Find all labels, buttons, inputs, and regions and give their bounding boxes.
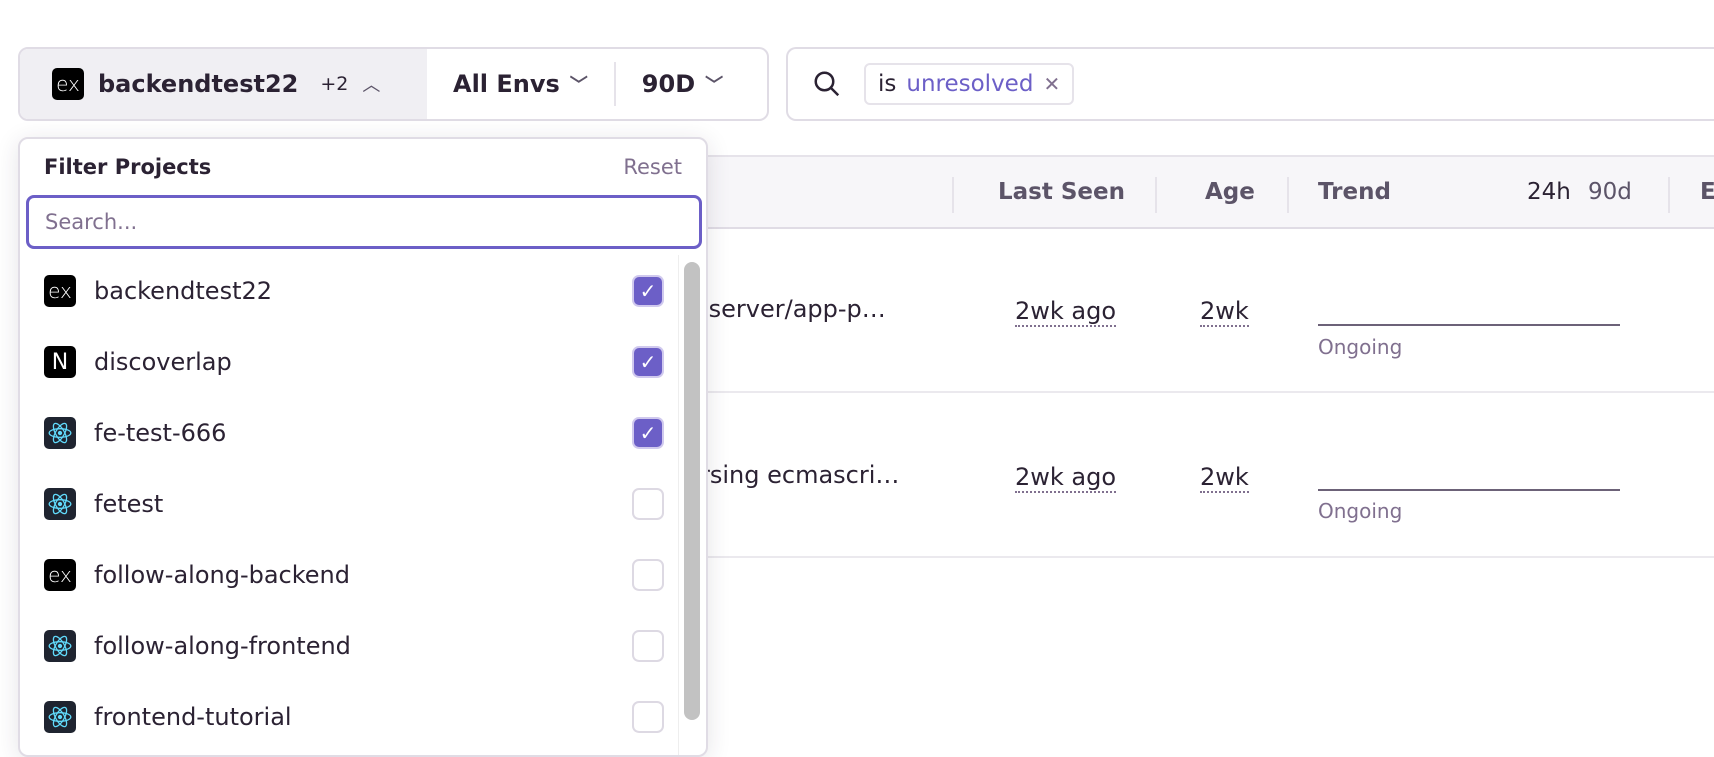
project-name: fe-test-666 bbox=[94, 419, 227, 447]
chevron-down-icon: ﹀ bbox=[569, 75, 588, 96]
last-seen: 2wk ago bbox=[1015, 297, 1117, 327]
trend-90d-toggle[interactable]: 90d bbox=[1588, 179, 1632, 205]
project-option[interactable]: fetest bbox=[44, 474, 664, 534]
period-label: 90D bbox=[641, 70, 696, 98]
header-events: E bbox=[1700, 179, 1714, 205]
last-seen: 2wk ago bbox=[1015, 463, 1117, 493]
scrollbar-track[interactable] bbox=[678, 255, 706, 755]
trend-sparkline bbox=[1318, 324, 1620, 326]
express-icon: ex bbox=[44, 559, 76, 591]
express-icon: ex bbox=[44, 275, 76, 307]
project-name: follow-along-backend bbox=[94, 561, 350, 589]
project-name: fetest bbox=[94, 490, 164, 518]
project-name: discoverlap bbox=[94, 348, 232, 376]
project-search-input[interactable] bbox=[26, 195, 702, 249]
header-age[interactable]: Age bbox=[1205, 179, 1255, 205]
reset-button[interactable]: Reset bbox=[623, 155, 682, 179]
checkbox[interactable]: ✓ bbox=[632, 275, 664, 307]
chevron-up-icon: ︿ bbox=[362, 75, 381, 96]
close-icon[interactable]: ✕ bbox=[1043, 72, 1061, 96]
project-name: frontend-tutorial bbox=[94, 703, 292, 731]
age: 2wk bbox=[1200, 297, 1249, 327]
table-row[interactable]: -server/app-p… 2wk ago 2wk Ongoing bbox=[700, 229, 1714, 393]
nextjs-icon: N bbox=[44, 346, 76, 378]
project-extra-count: +2 bbox=[320, 73, 349, 95]
scrollbar-thumb[interactable] bbox=[684, 262, 700, 720]
project-option[interactable]: ex follow-along-backend bbox=[44, 545, 664, 605]
checkbox[interactable]: ✓ bbox=[632, 417, 664, 449]
header-last-seen[interactable]: Last Seen bbox=[998, 179, 1126, 205]
react-icon bbox=[44, 488, 76, 520]
checkbox[interactable] bbox=[632, 488, 664, 520]
search-token[interactable]: is unresolved ✕ bbox=[864, 63, 1075, 105]
checkbox[interactable] bbox=[632, 559, 664, 591]
header-trend: Trend bbox=[1318, 179, 1391, 205]
trend-sparkline bbox=[1318, 489, 1620, 491]
project-option[interactable]: follow-along-frontend bbox=[44, 616, 664, 676]
table-header: Last Seen Age Trend 24h 90d E bbox=[700, 155, 1714, 229]
project-label: backendtest22 bbox=[98, 70, 299, 98]
trend-24h-toggle[interactable]: 24h bbox=[1527, 179, 1571, 205]
chevron-down-icon: ﹀ bbox=[705, 75, 724, 96]
project-option[interactable]: frontend-tutorial bbox=[44, 687, 664, 747]
search-icon bbox=[814, 71, 840, 97]
react-icon bbox=[44, 417, 76, 449]
issue-title[interactable]: rsing ecmascri… bbox=[700, 461, 900, 489]
project-option[interactable]: fe-test-666 ✓ bbox=[44, 403, 664, 463]
status-label: Ongoing bbox=[1318, 499, 1403, 523]
checkbox[interactable] bbox=[632, 701, 664, 733]
token-key: is bbox=[878, 71, 897, 97]
dropdown-title: Filter Projects bbox=[44, 155, 212, 179]
env-label: All Envs bbox=[453, 70, 560, 98]
environment-selector[interactable]: All Envs ﹀ bbox=[427, 62, 614, 106]
checkbox[interactable] bbox=[632, 630, 664, 662]
status-label: Ongoing bbox=[1318, 335, 1403, 359]
checkbox[interactable]: ✓ bbox=[632, 346, 664, 378]
period-selector[interactable]: 90D ﹀ bbox=[613, 62, 749, 106]
react-icon bbox=[44, 701, 76, 733]
project-option[interactable]: ex backendtest22 ✓ bbox=[44, 261, 664, 321]
project-name: follow-along-frontend bbox=[94, 632, 351, 660]
project-selector[interactable]: ex backendtest22 +2 ︿ bbox=[20, 49, 427, 119]
project-name: backendtest22 bbox=[94, 277, 273, 305]
table-row[interactable]: rsing ecmascri… 2wk ago 2wk Ongoing bbox=[700, 393, 1714, 558]
token-value: unresolved bbox=[906, 71, 1034, 97]
react-icon bbox=[44, 630, 76, 662]
age: 2wk bbox=[1200, 463, 1249, 493]
issue-search[interactable]: is unresolved ✕ bbox=[786, 47, 1714, 121]
issue-title[interactable]: -server/app-p… bbox=[700, 295, 886, 323]
page-filter-bar: ex backendtest22 +2 ︿ All Envs ﹀ 90D ﹀ bbox=[18, 47, 769, 121]
express-icon: ex bbox=[52, 68, 84, 100]
